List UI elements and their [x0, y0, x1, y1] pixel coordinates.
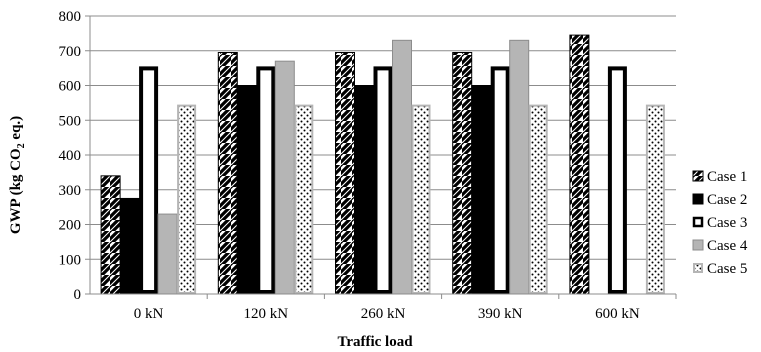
- x-tick-label: 120 kN: [244, 306, 289, 322]
- bar-case-1-120-kn: [217, 51, 238, 295]
- bar-case-2-390-kn: [471, 85, 492, 295]
- legend-swatch: [692, 170, 704, 182]
- bar-case-5-260-kn: [411, 104, 431, 294]
- x-axis-label: Traffic load: [337, 334, 413, 350]
- x-tick-label: 390 kN: [478, 306, 523, 322]
- y-axis-ticks: 0 100 200 300 400 500 600 700 800: [59, 9, 90, 303]
- legend-swatch: [692, 239, 704, 251]
- bar-case-3-120-kn: [256, 66, 276, 294]
- x-tick-label: 260 kN: [361, 306, 406, 322]
- bar-case-3-0-kn: [139, 66, 159, 294]
- y-tick-label: 0: [74, 287, 82, 303]
- bar-case-3-390-kn: [490, 66, 510, 294]
- x-axis-ticks: 0 kN 120 kN 260 kN 390 kN 600 kN: [134, 294, 677, 322]
- y-tick-label: 200: [59, 218, 82, 234]
- bar-case-3-600-kn: [607, 66, 627, 294]
- bar-case-4-260-kn: [392, 39, 412, 295]
- legend-label: Case 1: [707, 169, 747, 185]
- bar-case-4-120-kn: [274, 60, 295, 295]
- bar-case-2-260-kn: [354, 85, 374, 295]
- legend-swatch: [692, 193, 704, 205]
- legend-swatch: [692, 216, 704, 228]
- bar-case-5-0-kn: [177, 104, 197, 294]
- bar-case-3-260-kn: [373, 66, 393, 294]
- legend-label: Case 4: [707, 238, 748, 254]
- x-tick-label: 600 kN: [595, 306, 640, 322]
- y-tick-label: 700: [59, 44, 82, 60]
- bar-case-5-600-kn: [645, 104, 665, 294]
- bar-case-5-120-kn: [294, 104, 314, 294]
- bar-case-1-0-kn: [100, 175, 121, 295]
- legend-swatch: [693, 263, 703, 273]
- x-tick-label: 0 kN: [134, 306, 164, 322]
- y-tick-label: 300: [59, 183, 82, 199]
- bar-case-5-390-kn: [528, 104, 548, 294]
- bar-case-2-0-kn: [119, 197, 140, 295]
- y-axis-label: GWP (kg CO2 eq.): [8, 116, 27, 234]
- bar-case-2-120-kn: [236, 85, 257, 295]
- legend: Case 1 Case 2 Case 3 Case 4 Case 5: [692, 169, 748, 277]
- bar-case-4-0-kn: [157, 213, 178, 295]
- legend-label: Case 3: [707, 215, 747, 231]
- y-tick-label: 600: [59, 79, 82, 95]
- bars: [100, 34, 665, 295]
- bar-case-4-390-kn: [509, 39, 530, 295]
- axes: [89, 16, 676, 295]
- bar-case-1-390-kn: [452, 51, 473, 295]
- legend-label: Case 5: [707, 261, 747, 277]
- legend-label: Case 2: [707, 192, 747, 208]
- y-tick-label: 400: [59, 148, 82, 164]
- y-tick-label: 100: [59, 252, 82, 268]
- y-tick-label: 800: [59, 9, 82, 25]
- y-tick-label: 500: [59, 113, 82, 129]
- bar-case-1-260-kn: [335, 51, 355, 295]
- bar-case-1-600-kn: [569, 34, 590, 295]
